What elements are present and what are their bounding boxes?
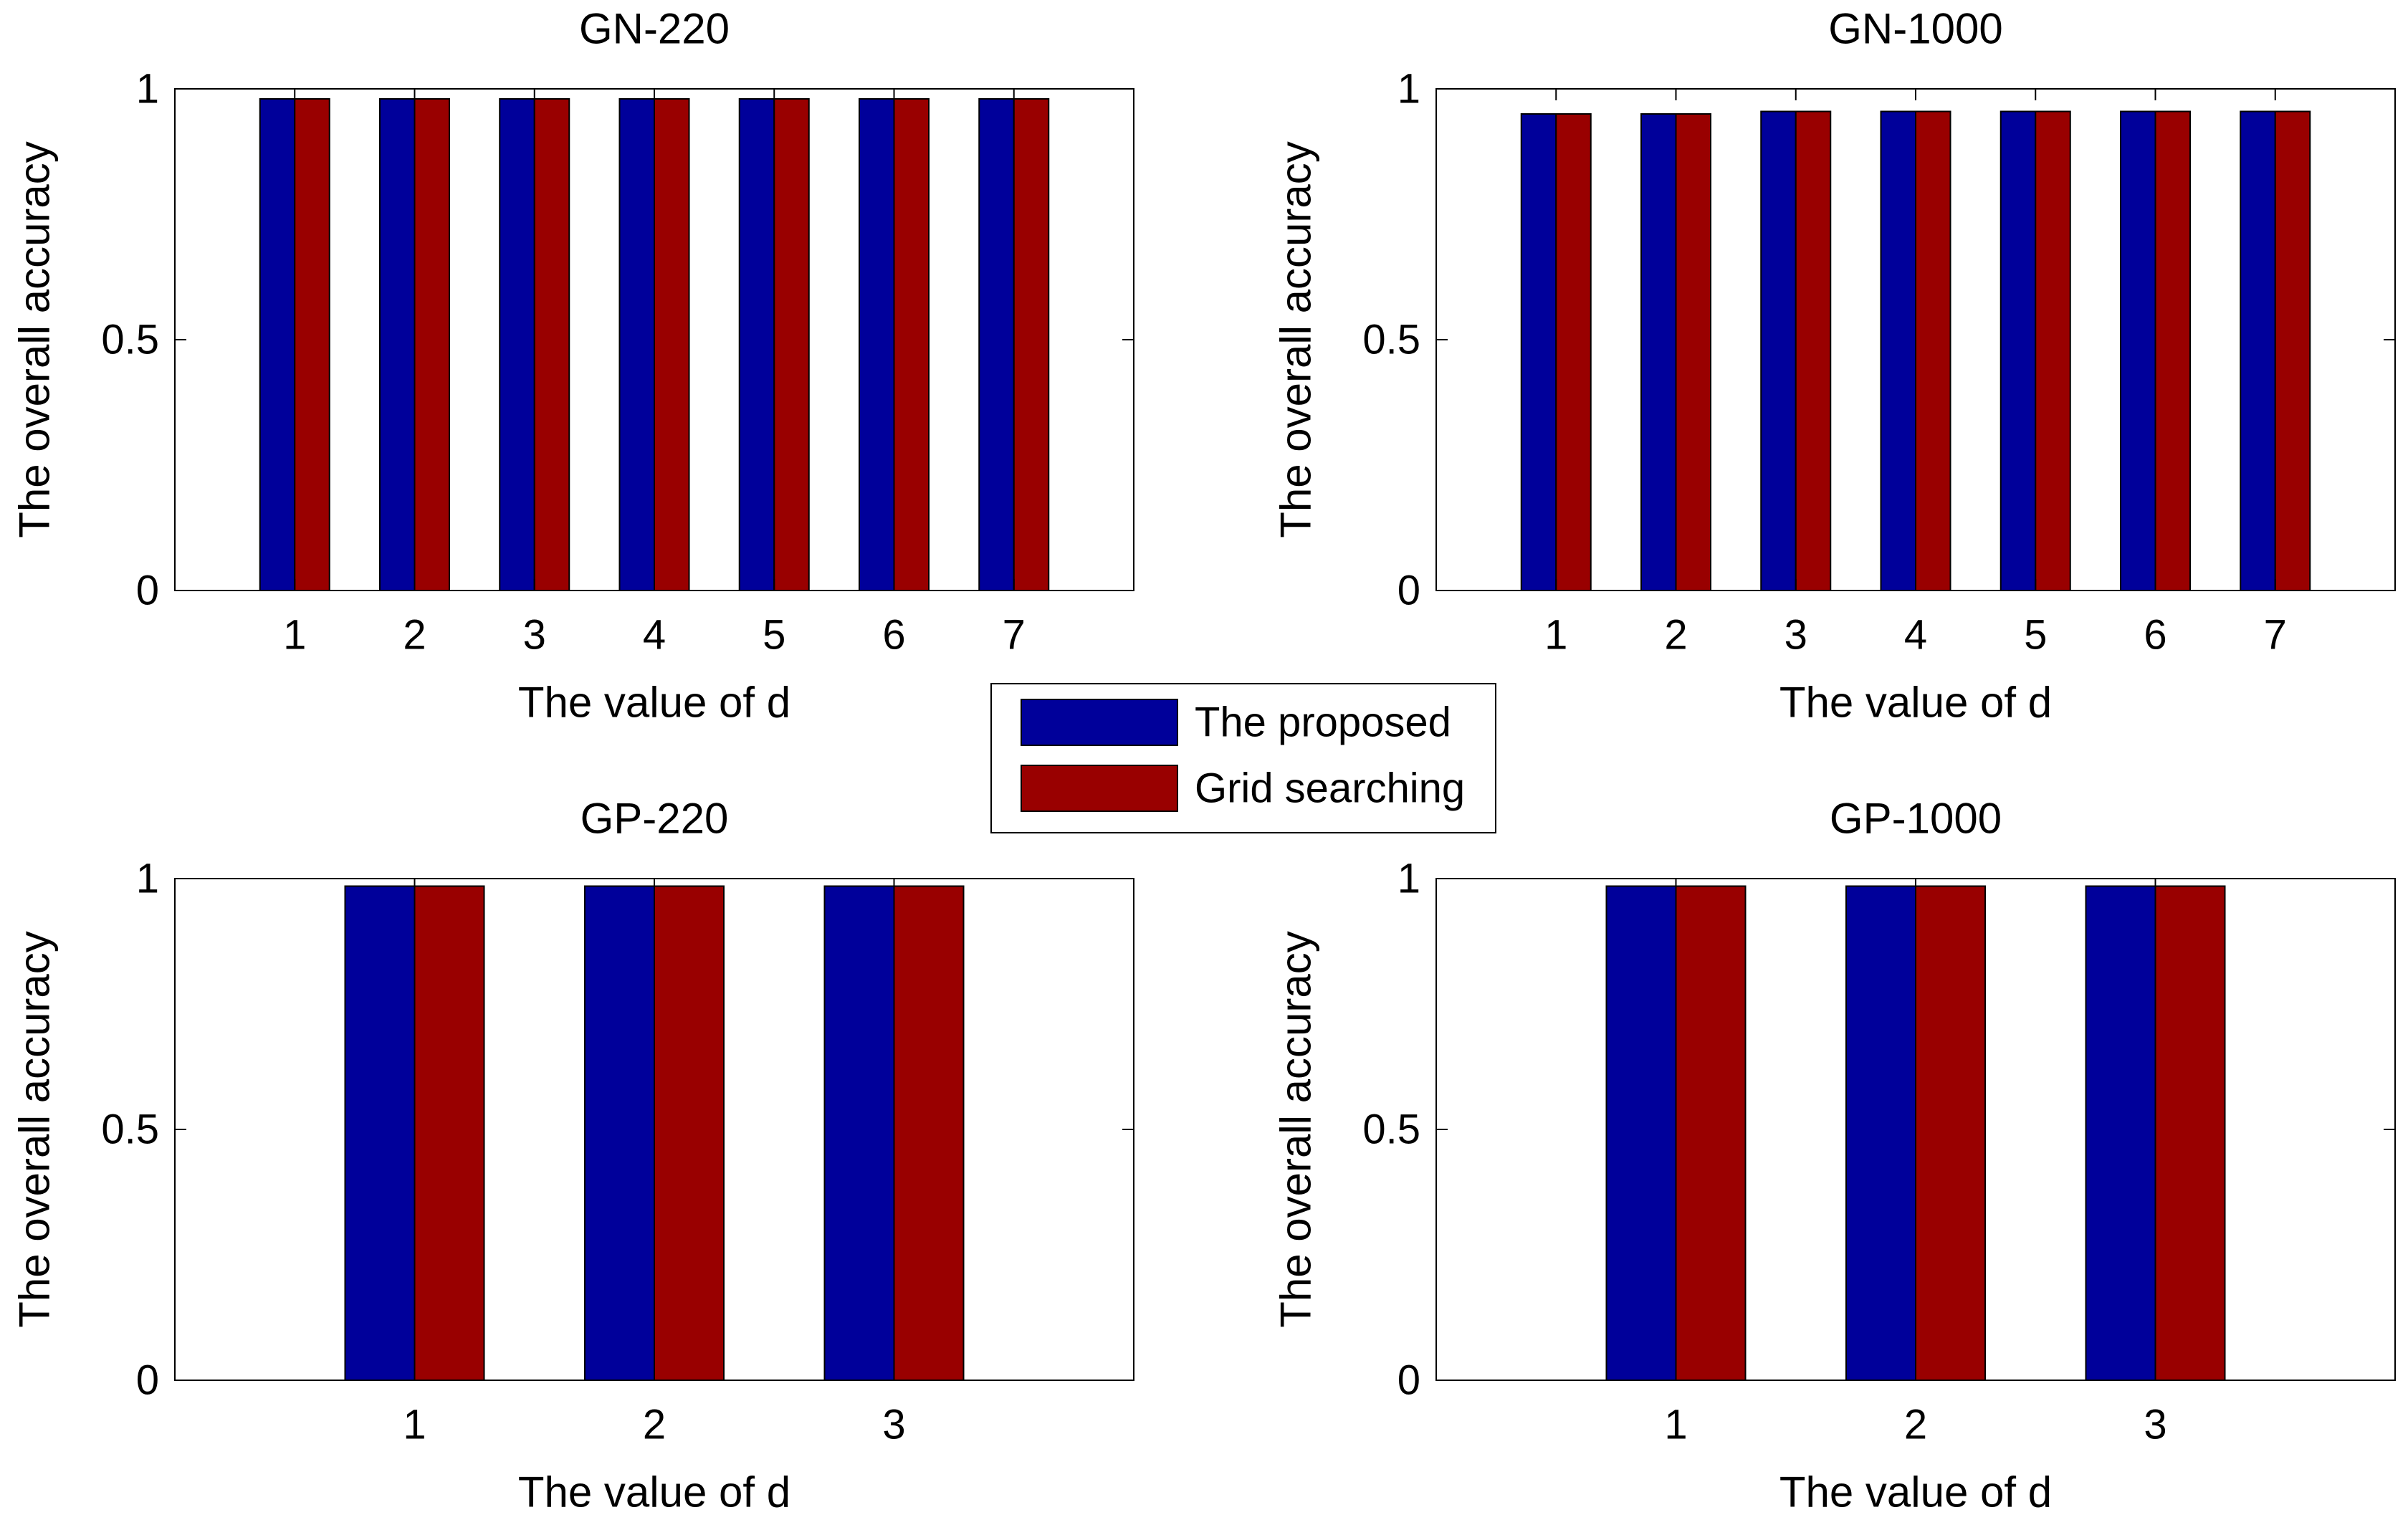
bar-series-1-d-1 (414, 885, 485, 1381)
bar-series-1-d-3 (2154, 885, 2226, 1381)
legend-swatch-grid-searching (1021, 765, 1178, 812)
y-axis-label: The overall accuracy (1272, 931, 1320, 1328)
y-tick-label: 0.5 (1362, 317, 1420, 363)
bar-series-1-d-2 (414, 98, 451, 591)
y-tick-label: 0 (1398, 1357, 1420, 1404)
y-axis-label: The overall accuracy (11, 931, 59, 1328)
x-tick-label: 6 (882, 612, 905, 659)
x-tick-label: 3 (523, 612, 546, 659)
bar-series-1-d-1 (1675, 885, 1747, 1381)
bar-series-0-d-3 (1760, 110, 1797, 591)
bar-series-0-d-2 (378, 98, 416, 591)
x-tick-label: 2 (403, 612, 426, 659)
charts-layer: 0 0.5 1 1 2 3 4 5 6 7 GN-220 The value of d The over… (11, 5, 2396, 1516)
bar-series-0-d-1 (1520, 113, 1557, 591)
y-tick-label: 0 (1398, 568, 1420, 614)
bar-series-0-d-6 (858, 98, 895, 591)
bar-series-0-d-1 (1605, 885, 1677, 1381)
y-tick-label: 0.5 (101, 317, 159, 363)
x-tick-label: 5 (2024, 612, 2047, 659)
x-tick-label: 1 (1664, 1402, 1687, 1448)
bar-series-1-d-3 (533, 98, 570, 591)
chart-title: GP-220 (580, 795, 729, 843)
bar-series-1-d-4 (1915, 110, 1951, 591)
chart-gn-1000: 0 0.5 1 1 2 3 4 5 6 7 GN-1000 The value of d The ove… (1272, 5, 2396, 727)
chart-gp-220: 0 0.5 1 1 2 3 GP-220 The value of d The overall … (11, 795, 1134, 1516)
chart-gp-1000: 0 0.5 1 1 2 3 GP-1000 The value of d The overall… (1272, 795, 2396, 1516)
x-tick-label: 3 (2144, 1402, 2166, 1448)
x-tick-label: 5 (763, 612, 785, 659)
x-axis-label: The value of d (518, 679, 790, 727)
bar-series-1-d-1 (1555, 113, 1592, 591)
bar-series-0-d-1 (259, 98, 296, 591)
x-tick-label: 2 (643, 1402, 666, 1448)
x-tick-label: 2 (1904, 1402, 1927, 1448)
y-tick-label: 0 (136, 568, 159, 614)
bar-series-1-d-1 (294, 98, 330, 591)
legend-label-grid-searching: Grid searching (1195, 765, 1465, 812)
bar-series-0-d-4 (1880, 110, 1917, 591)
bar-series-1-d-2 (654, 885, 725, 1381)
bar-series-0-d-7 (978, 98, 1015, 591)
bar-series-1-d-7 (2274, 110, 2311, 591)
x-tick-label: 6 (2144, 612, 2166, 659)
x-axis-label: The value of d (518, 1468, 790, 1516)
bar-series-0-d-2 (583, 885, 655, 1381)
bar-series-1-d-3 (893, 885, 965, 1381)
y-tick-label: 1 (1398, 66, 1420, 113)
bar-series-0-d-1 (344, 885, 416, 1381)
bar-series-0-d-3 (2085, 885, 2156, 1381)
x-axis-label: The value of d (1779, 1468, 2052, 1516)
x-axis-label: The value of d (1779, 679, 2052, 727)
legend-swatch-proposed (1021, 699, 1178, 746)
bar-series-0-d-2 (1640, 113, 1677, 591)
bar-series-1-d-2 (1675, 113, 1712, 591)
y-axis-label: The overall accuracy (1272, 141, 1320, 538)
bar-series-1-d-6 (893, 98, 930, 591)
chart-title: GN-220 (579, 5, 730, 53)
bar-series-1-d-5 (2035, 110, 2071, 591)
x-tick-label: 1 (283, 612, 306, 659)
y-axis-label: The overall accuracy (11, 141, 59, 538)
bar-series-0-d-3 (499, 98, 535, 591)
bar-series-0-d-7 (2240, 110, 2276, 591)
x-tick-label: 1 (403, 1402, 426, 1448)
bar-series-0-d-3 (823, 885, 895, 1381)
bar-series-1-d-6 (2154, 110, 2192, 591)
bar-series-0-d-5 (2000, 110, 2037, 591)
x-tick-label: 1 (1544, 612, 1567, 659)
y-tick-label: 0.5 (101, 1106, 159, 1153)
bar-series-0-d-5 (738, 98, 775, 591)
bar-series-1-d-3 (1795, 110, 1832, 591)
bar-series-1-d-5 (773, 98, 810, 591)
bar-series-0-d-6 (2119, 110, 2156, 591)
legend-label-proposed: The proposed (1195, 699, 1451, 746)
y-tick-label: 0 (136, 1357, 159, 1404)
chart-title: GP-1000 (1830, 795, 2002, 843)
x-tick-label: 7 (2264, 612, 2287, 659)
legend: The proposed Grid searching (990, 683, 1496, 833)
x-tick-label: 7 (1003, 612, 1026, 659)
y-tick-label: 1 (136, 856, 159, 902)
x-tick-label: 3 (1784, 612, 1807, 659)
x-tick-label: 4 (643, 612, 666, 659)
bar-series-1-d-2 (1915, 885, 1987, 1381)
y-tick-label: 1 (136, 66, 159, 113)
y-tick-label: 0.5 (1362, 1106, 1420, 1153)
bar-series-1-d-7 (1013, 98, 1050, 591)
x-tick-label: 2 (1664, 612, 1687, 659)
bar-series-0-d-2 (1845, 885, 1917, 1381)
x-tick-label: 4 (1904, 612, 1927, 659)
x-tick-label: 3 (882, 1402, 905, 1448)
bar-series-0-d-4 (618, 98, 655, 591)
bar-series-1-d-4 (654, 98, 690, 591)
chart-title: GN-1000 (1828, 5, 2002, 53)
chart-gn-220: 0 0.5 1 1 2 3 4 5 6 7 GN-220 The value of d The over… (11, 5, 1134, 727)
y-tick-label: 1 (1398, 856, 1420, 902)
